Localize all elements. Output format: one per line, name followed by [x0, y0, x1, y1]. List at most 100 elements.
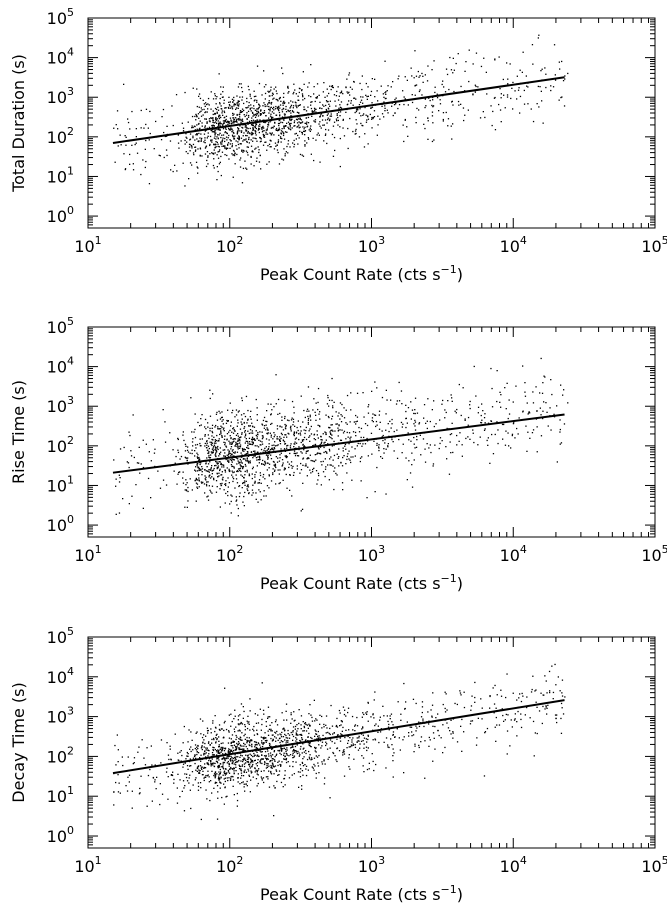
scatter-point: [364, 106, 366, 109]
scatter-point: [241, 765, 243, 767]
scatter-point: [210, 451, 212, 453]
scatter-point: [459, 690, 461, 692]
scatter-point: [190, 144, 192, 147]
scatter-point: [214, 748, 216, 751]
scatter-point: [362, 734, 364, 736]
scatter-point: [217, 791, 219, 793]
scatter-point: [191, 145, 193, 147]
scatter-point: [139, 787, 141, 790]
scatter-point: [447, 125, 449, 127]
scatter-point: [489, 695, 491, 698]
scatter-point: [318, 474, 320, 477]
scatter-point: [211, 448, 214, 450]
scatter-point: [461, 444, 463, 446]
scatter-point: [204, 750, 206, 752]
scatter-point: [311, 460, 314, 462]
x-axis-title: Peak Count Rate (cts s−1): [260, 263, 463, 284]
scatter-point: [310, 459, 312, 462]
scatter-point: [196, 770, 198, 772]
scatter-point: [299, 432, 301, 434]
scatter-point: [305, 750, 307, 752]
scatter-point: [241, 423, 243, 425]
scatter-point: [262, 133, 264, 136]
scatter-point: [459, 692, 462, 694]
scatter-point: [255, 123, 258, 126]
scatter-point: [330, 88, 332, 91]
scatter-point: [206, 496, 208, 498]
scatter-point: [313, 763, 315, 766]
scatter-point: [292, 424, 294, 426]
scatter-point: [307, 423, 309, 425]
scatter-point: [207, 422, 209, 424]
scatter-point: [391, 423, 393, 425]
scatter-point: [246, 748, 249, 750]
scatter-point: [240, 143, 242, 145]
scatter-point: [117, 128, 119, 130]
scatter-point: [241, 91, 244, 93]
scatter-point: [220, 425, 222, 427]
scatter-point: [332, 86, 334, 89]
scatter-point: [289, 119, 291, 121]
scatter-point: [217, 120, 219, 122]
scatter-point: [270, 754, 272, 756]
scatter-point: [196, 483, 199, 485]
scatter-point: [226, 439, 228, 441]
scatter-point: [221, 471, 223, 473]
scatter-point: [218, 776, 220, 778]
scatter-point: [228, 470, 231, 473]
scatter-point: [245, 107, 247, 109]
scatter-point: [275, 403, 277, 405]
scatter-point: [236, 118, 238, 120]
scatter-point: [484, 422, 486, 424]
scatter-point: [247, 444, 249, 447]
scatter-point: [355, 110, 358, 113]
scatter-point: [477, 86, 479, 88]
scatter-point: [198, 468, 201, 470]
scatter-point: [199, 127, 201, 129]
scatter-point: [327, 113, 329, 115]
scatter-point: [536, 410, 538, 412]
scatter-point: [245, 114, 248, 116]
scatter-point: [243, 114, 245, 116]
scatter-point: [354, 730, 356, 732]
scatter-point: [451, 397, 453, 399]
scatter-point: [226, 132, 228, 134]
scatter-point: [218, 146, 220, 148]
scatter-point: [406, 422, 408, 424]
scatter-point: [199, 154, 201, 156]
scatter-point: [326, 743, 328, 745]
scatter-point: [320, 484, 322, 486]
scatter-point: [257, 431, 259, 434]
scatter-point: [199, 782, 202, 784]
scatter-point: [374, 739, 377, 741]
scatter-point: [426, 443, 428, 445]
scatter-point: [423, 404, 426, 406]
scatter-point: [298, 91, 300, 94]
scatter-point: [302, 458, 304, 460]
scatter-point: [217, 440, 219, 442]
scatter-point: [510, 447, 512, 449]
scatter-point: [330, 436, 332, 439]
scatter-point: [345, 729, 347, 731]
scatter-point: [206, 727, 209, 729]
scatter-point: [458, 440, 460, 442]
scatter-point: [499, 401, 501, 403]
scatter-point: [274, 765, 277, 767]
scatter-point: [377, 100, 379, 102]
scatter-point: [245, 134, 247, 137]
scatter-point: [270, 737, 272, 740]
scatter-point: [238, 135, 240, 137]
scatter-point: [231, 734, 234, 736]
scatter-point: [279, 129, 281, 131]
scatter-point: [217, 777, 220, 780]
scatter-point: [295, 750, 297, 752]
scatter-point: [504, 107, 506, 109]
scatter-point: [324, 475, 326, 478]
scatter-point: [239, 464, 241, 466]
scatter-point: [283, 752, 285, 754]
scatter-point: [208, 764, 210, 766]
scatter-point: [207, 452, 209, 454]
scatter-point: [207, 729, 209, 732]
scatter-point: [205, 470, 207, 472]
scatter-point: [316, 756, 319, 758]
